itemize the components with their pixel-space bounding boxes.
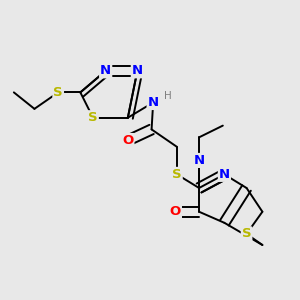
Text: S: S: [88, 111, 98, 124]
Text: N: N: [194, 154, 205, 167]
Text: N: N: [132, 64, 143, 77]
Text: N: N: [219, 168, 230, 181]
Text: S: S: [53, 86, 63, 99]
Text: H: H: [164, 91, 171, 100]
Text: O: O: [122, 134, 134, 147]
Text: S: S: [172, 168, 182, 181]
Text: N: N: [100, 64, 111, 77]
Text: S: S: [242, 227, 251, 240]
Text: N: N: [148, 96, 159, 109]
Text: O: O: [170, 205, 181, 218]
